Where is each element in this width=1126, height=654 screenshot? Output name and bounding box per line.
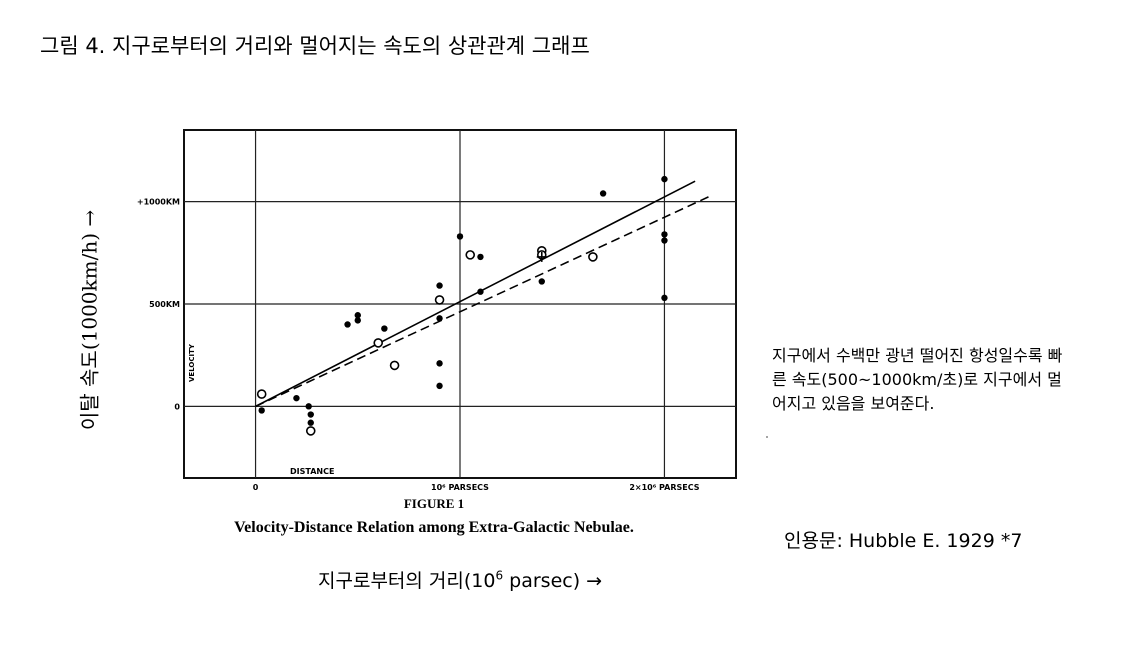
data-point-open <box>465 250 476 260</box>
data-point-filled <box>381 325 388 332</box>
data-point-filled <box>477 288 484 295</box>
data-point-filled <box>661 294 668 302</box>
data-point-filled <box>436 382 443 390</box>
figure-label: FIGURE 1 <box>404 496 464 511</box>
data-point-filled <box>599 190 607 197</box>
x-axis-label: 지구로부터의 거리(106 parsec) → <box>318 566 602 593</box>
data-point-open <box>389 360 400 371</box>
y-axis-label-wrap: 이탈 속도(1000km/h) → <box>48 170 128 470</box>
citation: 인용문: Hubble E. 1929 *7 <box>784 530 1023 552</box>
data-point-open <box>256 389 267 399</box>
data-point-filled <box>354 317 361 324</box>
chart-labels: VELOCITY DISTANCE FIGURE 1 Velocity-Dist… <box>188 343 634 536</box>
x-tick-label: 0 <box>253 483 259 492</box>
data-point-open <box>588 252 598 262</box>
x-axis-label-suffix: parsec) → <box>503 570 603 592</box>
data-point-filled <box>305 403 312 410</box>
data-point-filled <box>456 233 464 240</box>
data-point-filled <box>293 394 300 402</box>
data-point-filled <box>538 278 545 285</box>
data-point-filled <box>436 282 443 289</box>
x-tick-label: 10⁶ PARSECS <box>431 483 489 492</box>
y-tick-label: 0 <box>174 402 180 411</box>
data-point-filled <box>477 253 484 261</box>
data-point-filled <box>307 419 314 426</box>
fit-lines <box>255 180 712 408</box>
dashed-fit-line <box>255 194 712 408</box>
data-points <box>256 175 668 436</box>
data-point-filled <box>344 321 351 328</box>
data-point-filled <box>661 237 668 244</box>
x-axis-label-exponent: 6 <box>495 568 504 583</box>
explanation-note: 지구에서 수백만 광년 떨어진 항성일수록 빠른 속도(500~1000km/초… <box>772 346 1063 413</box>
distance-axis-label: DISTANCE <box>290 467 334 476</box>
data-point-open <box>305 426 316 436</box>
bullet-dot <box>766 436 768 438</box>
data-point-filled <box>354 312 361 319</box>
data-point-filled <box>307 411 314 418</box>
page-title: 그림 4. 지구로부터의 거리와 멀어지는 속도의 상관관계 그래프 <box>40 34 590 58</box>
data-point-open <box>434 295 445 305</box>
x-axis-label-prefix: 지구로부터의 거리(10 <box>318 570 496 592</box>
solid-fit-line <box>255 180 696 408</box>
data-point-filled <box>436 315 443 322</box>
data-point-filled <box>436 360 443 367</box>
hubble-chart: 0 10⁶ PARSECS 2×10⁶ PARSECS 0 500KM +1000KM V… <box>137 129 737 536</box>
y-axis-label: 이탈 속도(1000km/h) → <box>77 209 102 431</box>
y-tick-label: +1000KM <box>137 198 180 207</box>
data-point-filled <box>661 231 668 238</box>
data-point-cross <box>536 251 547 262</box>
velocity-axis-label: VELOCITY <box>188 343 196 382</box>
data-point-filled <box>258 407 265 414</box>
figure-caption: Velocity-Distance Relation among Extra-G… <box>234 519 634 536</box>
x-tick-label: 2×10⁶ PARSECS <box>629 483 699 492</box>
grid-layer: 0 10⁶ PARSECS 2×10⁶ PARSECS 0 500KM +1000KM <box>137 129 737 492</box>
data-point-filled <box>661 175 668 183</box>
data-point-open <box>373 338 384 348</box>
y-tick-label: 500KM <box>149 300 180 309</box>
